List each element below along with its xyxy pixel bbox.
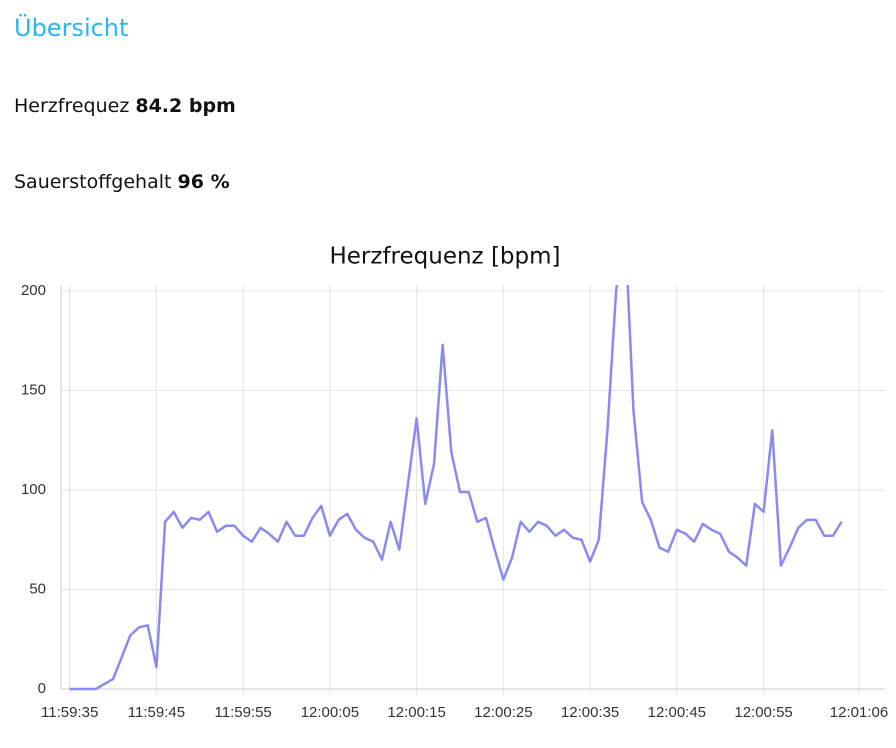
y-tick-label: 100: [21, 481, 46, 498]
data-line: [69, 285, 843, 691]
x-tick-label: 12:00:15: [387, 704, 445, 721]
y-tick-label: 150: [21, 381, 46, 398]
metric-value: 96 %: [177, 171, 230, 193]
x-tick-label: 12:01:06: [830, 704, 888, 721]
metric: Herzfrequez 84.2 bpm: [14, 95, 236, 117]
metric-label: Sauerstoffgehalt: [14, 171, 172, 193]
page-heading: Übersicht: [14, 14, 129, 42]
y-tick-label: 200: [21, 282, 46, 299]
x-tick-label: 11:59:45: [128, 704, 185, 721]
metric: Sauerstoffgehalt 96 %: [14, 171, 230, 193]
chart: Herzfrequenz [bpm] 0 50 100 150 200 11:59:35 1…: [21, 244, 888, 721]
chart-title: Herzfrequenz [bpm]: [329, 244, 560, 270]
x-tick-label: 12:00:35: [561, 704, 619, 721]
y-tick-label: 50: [29, 580, 46, 597]
metric-value: 84.2 bpm: [135, 95, 236, 117]
x-tick-label: 12:00:45: [648, 704, 706, 721]
x-tick-label: 12:00:55: [734, 704, 792, 721]
x-tick-label: 11:59:55: [215, 704, 272, 721]
x-tick-label: 11:59:35: [41, 704, 98, 721]
x-tick-label: 12:00:05: [301, 704, 359, 721]
x-tick-label: 12:00:25: [474, 704, 532, 721]
y-tick-label: 0: [38, 680, 46, 697]
metric-label: Herzfrequez: [14, 95, 130, 117]
